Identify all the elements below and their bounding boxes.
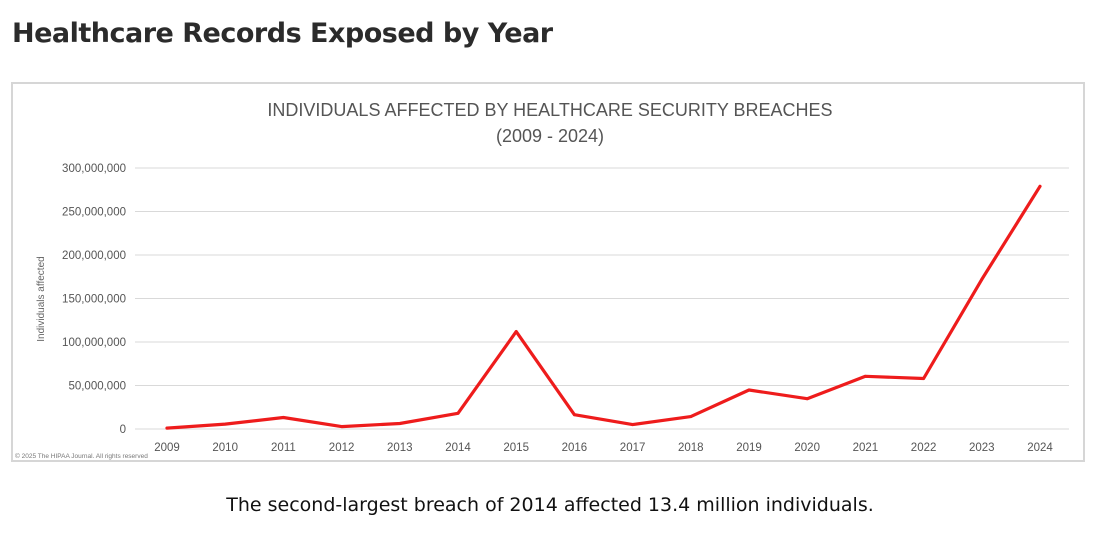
chart-caption: The second-largest breach of 2014 affect… bbox=[226, 494, 874, 516]
x-tick-label: 2016 bbox=[562, 442, 588, 454]
chart-title: INDIVIDUALS AFFECTED BY HEALTHCARE SECUR… bbox=[267, 100, 832, 120]
x-tick-label: 2011 bbox=[271, 442, 296, 454]
y-axis-ticks: 0 50,000,000 100,000,000 150,000,000 200,000… bbox=[62, 163, 126, 436]
series-layer bbox=[165, 184, 1042, 430]
x-tick-label: 2018 bbox=[678, 442, 704, 454]
data-point bbox=[340, 425, 343, 428]
series-line bbox=[165, 184, 1042, 430]
y-tick-label: 250,000,000 bbox=[62, 207, 126, 219]
data-point bbox=[223, 422, 227, 426]
y-tick-label: 150,000,000 bbox=[62, 294, 126, 306]
page-title: Healthcare Records Exposed by Year bbox=[12, 18, 553, 49]
data-point bbox=[1038, 184, 1042, 188]
data-point bbox=[573, 413, 576, 417]
y-tick-label: 100,000,000 bbox=[62, 337, 126, 349]
y-tick-label: 300,000,000 bbox=[62, 163, 126, 175]
data-point bbox=[689, 415, 693, 419]
x-tick-label: 2017 bbox=[620, 442, 646, 454]
x-axis-ticks: 2009 2010 2011 2012 2013 2014 2015 2016 2017 2018… bbox=[154, 442, 1053, 454]
data-point bbox=[398, 422, 402, 425]
x-tick-label: 2013 bbox=[387, 442, 413, 454]
line-chart: INDIVIDUALS AFFECTED BY HEALTHCARE SECUR… bbox=[15, 100, 1069, 460]
data-point bbox=[514, 330, 518, 333]
data-point bbox=[805, 397, 809, 401]
x-tick-label: 2015 bbox=[503, 442, 529, 454]
chart-subtitle: (2009 - 2024) bbox=[496, 126, 604, 146]
x-tick-label: 2012 bbox=[329, 442, 355, 454]
x-tick-label: 2024 bbox=[1027, 442, 1053, 454]
copyright-note: © 2025 The HIPAA Journal. All rights res… bbox=[15, 452, 148, 460]
x-tick-label: 2022 bbox=[911, 442, 937, 454]
x-tick-label: 2010 bbox=[212, 442, 238, 454]
data-point bbox=[980, 277, 984, 281]
data-point bbox=[456, 411, 460, 415]
data-point bbox=[282, 416, 285, 419]
y-tick-label: 50,000,000 bbox=[68, 381, 126, 393]
x-tick-label: 2019 bbox=[736, 442, 762, 454]
data-point bbox=[631, 423, 634, 426]
x-tick-label: 2014 bbox=[445, 442, 471, 454]
chart-frame: INDIVIDUALS AFFECTED BY HEALTHCARE SECUR… bbox=[11, 82, 1085, 462]
data-point bbox=[747, 388, 751, 392]
x-tick-label: 2020 bbox=[794, 442, 820, 454]
x-tick-label: 2021 bbox=[853, 442, 879, 454]
data-point bbox=[922, 377, 925, 380]
y-tick-label: 200,000,000 bbox=[62, 250, 126, 262]
data-point bbox=[165, 426, 169, 430]
gridlines bbox=[135, 167, 1069, 430]
y-axis-label: Individuals affected bbox=[36, 256, 47, 341]
data-point bbox=[864, 374, 867, 378]
y-tick-label: 0 bbox=[120, 424, 126, 436]
x-tick-label: 2023 bbox=[969, 442, 995, 454]
x-tick-label: 2009 bbox=[154, 442, 180, 454]
